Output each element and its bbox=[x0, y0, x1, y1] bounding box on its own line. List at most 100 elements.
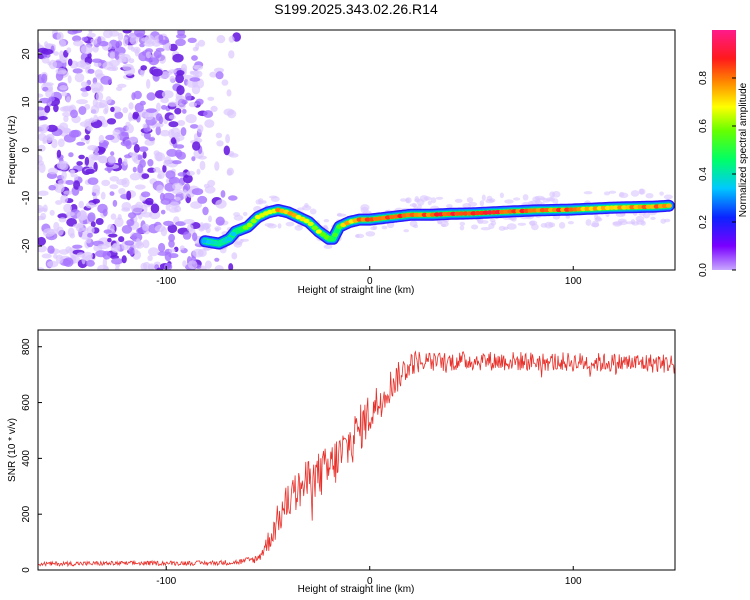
noise-speck bbox=[165, 42, 172, 51]
noise-speck bbox=[176, 85, 185, 96]
noise-speck bbox=[228, 35, 235, 43]
noise-speck bbox=[190, 124, 199, 129]
noise-speck bbox=[164, 251, 172, 262]
noise-speck bbox=[79, 215, 87, 221]
noise-speck bbox=[178, 103, 186, 110]
y-tick-label: 20 bbox=[21, 48, 32, 60]
noise-speck bbox=[176, 33, 187, 39]
noise-speck bbox=[121, 255, 127, 264]
noise-speck bbox=[185, 92, 192, 101]
signal-halo bbox=[625, 221, 635, 225]
noise-speck bbox=[72, 244, 83, 249]
noise-speck bbox=[132, 248, 139, 254]
noise-speck bbox=[56, 161, 67, 170]
noise-speck bbox=[63, 134, 76, 143]
y-tick-label: -10 bbox=[21, 190, 32, 205]
signal-halo bbox=[504, 199, 514, 204]
noise-speck bbox=[38, 245, 47, 253]
signal-halo bbox=[603, 191, 611, 196]
signal-halo bbox=[608, 190, 617, 194]
noise-speck bbox=[104, 167, 114, 172]
noise-speck bbox=[182, 108, 187, 114]
snr-y-label: SNR (10 * v/v) bbox=[7, 418, 18, 482]
noise-speck bbox=[216, 35, 226, 44]
signal-halo bbox=[296, 207, 305, 211]
noise-speck bbox=[70, 169, 75, 178]
noise-speck bbox=[158, 242, 166, 253]
signal-halo bbox=[336, 212, 342, 217]
colorbar-tick-label: 0.6 bbox=[698, 119, 709, 133]
noise-speck bbox=[92, 184, 101, 194]
snr-frame bbox=[37, 329, 676, 571]
signal-halo bbox=[531, 223, 539, 231]
y-tick-label: 600 bbox=[21, 394, 32, 411]
noise-speck bbox=[112, 199, 118, 207]
noise-speck bbox=[169, 75, 176, 83]
noise-speck bbox=[226, 89, 232, 97]
noise-speck bbox=[67, 30, 78, 35]
noise-speck bbox=[110, 213, 117, 220]
noise-speck bbox=[109, 176, 120, 182]
noise-speck bbox=[95, 250, 108, 258]
noise-speck bbox=[191, 55, 198, 61]
noise-speck bbox=[88, 30, 93, 34]
noise-speck bbox=[228, 195, 238, 201]
noise-speck bbox=[195, 98, 204, 106]
signal-halo bbox=[565, 215, 570, 219]
signal-core bbox=[230, 231, 237, 237]
signal-core bbox=[328, 236, 335, 241]
noise-speck bbox=[61, 171, 67, 180]
noise-speck bbox=[67, 58, 73, 66]
noise-speck bbox=[91, 58, 103, 63]
noise-speck bbox=[58, 217, 67, 223]
colorbar-tick-label: 0.0 bbox=[698, 263, 709, 277]
noise-speck bbox=[78, 185, 84, 191]
noise-speck bbox=[228, 263, 234, 270]
noise-speck bbox=[38, 116, 48, 121]
noise-speck bbox=[186, 170, 195, 176]
signal-core bbox=[246, 222, 253, 228]
noise-speck bbox=[199, 265, 207, 270]
noise-speck bbox=[110, 151, 115, 157]
noise-speck bbox=[192, 141, 201, 151]
noise-speck bbox=[209, 71, 218, 78]
noise-speck bbox=[121, 207, 131, 212]
signal-halo bbox=[499, 192, 504, 199]
signal-halo bbox=[400, 198, 407, 202]
noise-speck bbox=[111, 65, 119, 72]
noise-speck bbox=[142, 261, 151, 270]
noise-speck bbox=[38, 144, 46, 152]
noise-speck bbox=[172, 53, 184, 63]
signal-halo bbox=[323, 219, 330, 223]
noise-speck bbox=[92, 146, 100, 153]
noise-speck bbox=[227, 109, 237, 119]
noise-speck bbox=[114, 51, 120, 60]
noise-speck bbox=[63, 203, 72, 213]
noise-speck bbox=[87, 232, 93, 238]
signal-halo bbox=[479, 200, 485, 207]
noise-speck bbox=[132, 111, 140, 119]
noise-speck bbox=[121, 225, 133, 234]
noise-speck bbox=[128, 58, 135, 64]
noise-speck bbox=[153, 50, 162, 59]
signal-halo bbox=[585, 219, 592, 226]
signal-halo bbox=[591, 220, 600, 228]
noise-speck bbox=[122, 63, 134, 71]
noise-speck bbox=[101, 179, 111, 187]
signal-core bbox=[413, 212, 420, 217]
noise-speck bbox=[116, 40, 123, 47]
noise-speck bbox=[133, 46, 141, 54]
noise-speck bbox=[175, 38, 186, 47]
signal-halo bbox=[201, 223, 210, 231]
signal-core bbox=[242, 225, 249, 230]
noise-speck bbox=[147, 255, 153, 262]
noise-speck bbox=[134, 30, 146, 37]
noise-speck bbox=[213, 67, 225, 73]
noise-speck bbox=[176, 70, 185, 76]
noise-speck bbox=[99, 85, 104, 92]
noise-speck bbox=[105, 134, 115, 141]
noise-speck bbox=[188, 101, 197, 108]
noise-speck bbox=[191, 84, 201, 95]
noise-speck bbox=[159, 192, 165, 201]
noise-speck bbox=[150, 203, 160, 214]
